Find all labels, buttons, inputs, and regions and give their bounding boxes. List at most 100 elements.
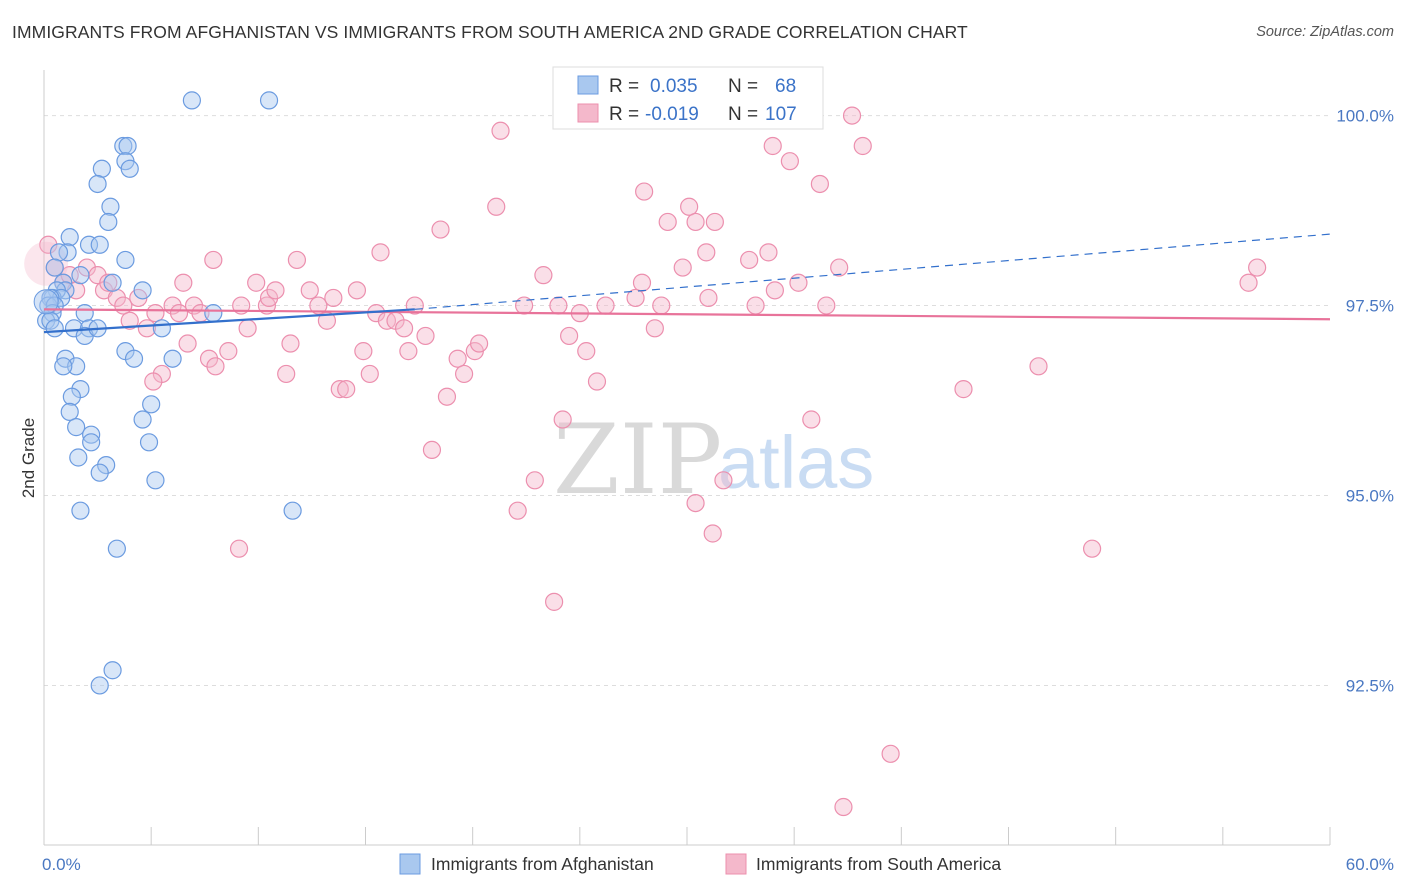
x-tick-label-max: 60.0% <box>1346 855 1394 874</box>
watermark-zip: ZIP <box>553 404 722 516</box>
trend-line-south-america <box>43 308 1331 321</box>
y-axis-label: 2nd Grade <box>19 418 38 498</box>
y-tick-labels: 92.5% 95.0% 97.5% 100.0% <box>1336 107 1394 696</box>
data-point <box>422 440 442 460</box>
data-point <box>437 387 457 406</box>
data-point-cluster <box>33 289 59 315</box>
data-point <box>680 197 699 216</box>
data-point <box>146 471 165 490</box>
data-point <box>56 349 75 368</box>
data-point <box>324 288 343 308</box>
data-point <box>139 433 159 452</box>
data-point <box>491 121 510 140</box>
data-point <box>75 304 94 323</box>
data-point <box>448 349 467 368</box>
data-point <box>257 296 277 315</box>
data-point <box>371 243 390 262</box>
data-point <box>553 410 572 429</box>
data-point <box>163 349 182 368</box>
data-point <box>64 319 84 338</box>
data-point <box>1248 258 1267 277</box>
data-point <box>82 433 101 452</box>
data-point <box>103 273 122 292</box>
data-point <box>626 288 645 308</box>
stats-r-label-afghanistan: R = <box>609 76 639 97</box>
data-point <box>133 281 152 300</box>
data-point <box>431 220 450 239</box>
data-point <box>99 212 118 232</box>
data-point <box>101 197 120 216</box>
stats-n-value-south-america: 107 <box>765 104 797 125</box>
legend-swatch-south-america <box>725 853 747 875</box>
data-point <box>534 266 553 285</box>
data-point <box>632 273 652 292</box>
data-point <box>219 342 238 361</box>
data-point <box>199 349 219 368</box>
data-point-cluster <box>24 241 69 286</box>
data-point <box>39 235 58 254</box>
data-point <box>487 197 506 216</box>
data-point <box>780 152 799 171</box>
data-point <box>92 159 111 178</box>
data-point <box>204 250 223 270</box>
data-point <box>229 539 249 558</box>
data-point <box>525 471 544 490</box>
data-point <box>45 258 64 277</box>
x-tick-label-min: 0.0% <box>42 855 81 874</box>
data-point <box>300 281 319 300</box>
data-point <box>71 501 90 520</box>
data-point <box>146 304 165 323</box>
data-point <box>67 357 86 376</box>
legend: Immigrants from Afghanistan Immigrants f… <box>399 853 1001 875</box>
data-point <box>142 395 161 414</box>
data-point <box>60 402 79 422</box>
data-point <box>740 250 759 270</box>
data-point <box>337 380 356 399</box>
data-point <box>577 342 596 361</box>
data-point <box>746 296 765 315</box>
chart-title: IMMIGRANTS FROM AFGHANISTAN VS IMMIGRANT… <box>12 22 968 42</box>
data-point <box>118 136 137 156</box>
y-tick-label: 95.0% <box>1346 486 1394 505</box>
data-point <box>714 471 733 490</box>
data-point <box>853 136 872 156</box>
data-point <box>49 243 69 262</box>
data-point <box>283 501 302 520</box>
data-point <box>103 661 122 680</box>
data-point <box>99 273 118 292</box>
data-point <box>97 455 116 475</box>
data-point <box>759 243 778 262</box>
data-point <box>77 258 96 277</box>
trend-line-afghanistan-extension <box>414 233 1331 310</box>
data-point <box>116 250 135 270</box>
data-point <box>545 592 564 611</box>
data-point <box>266 281 285 300</box>
data-point <box>881 744 900 763</box>
data-point <box>560 326 579 346</box>
stats-n-value-afghanistan: 68 <box>775 76 796 97</box>
data-point <box>454 364 474 384</box>
data-point <box>399 342 418 361</box>
data-point <box>686 493 705 513</box>
x-ticks <box>43 827 1331 845</box>
data-point <box>635 182 654 201</box>
data-point <box>287 250 307 270</box>
trend-lines <box>43 233 1331 334</box>
data-point <box>144 372 163 391</box>
data-point <box>842 106 862 125</box>
y-tick-label: 97.5% <box>1346 297 1394 316</box>
data-point <box>596 296 615 315</box>
data-point <box>238 319 257 338</box>
trend-line-afghanistan <box>43 308 415 334</box>
data-point <box>469 334 489 353</box>
data-point <box>71 266 90 285</box>
data-point <box>416 326 435 346</box>
data-point <box>549 296 568 315</box>
data-point <box>90 235 109 254</box>
data-point <box>587 372 607 391</box>
data-point <box>174 273 193 292</box>
watermark-atlas: atlas <box>718 421 874 504</box>
stats-r-label-south-america: R = <box>609 104 639 125</box>
data-point <box>1029 357 1048 376</box>
